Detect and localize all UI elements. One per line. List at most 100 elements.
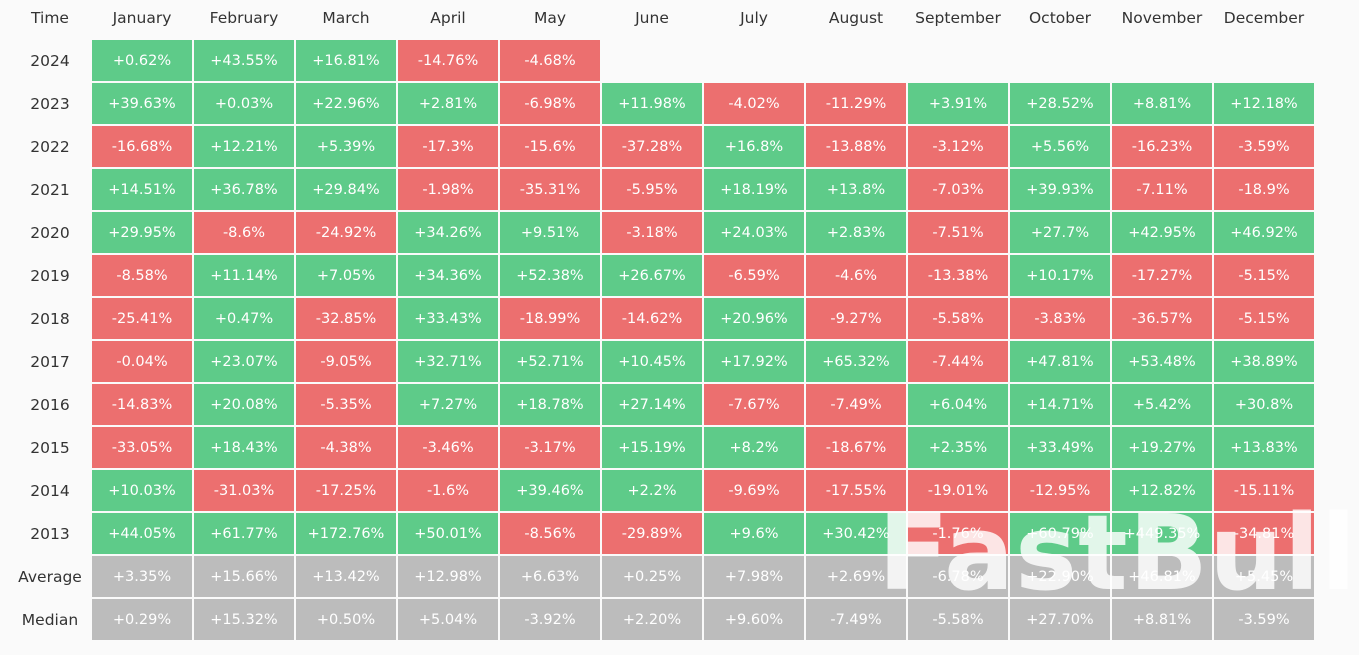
value-cell: -5.35%: [296, 384, 396, 425]
value-cell: +30.8%: [1214, 384, 1314, 425]
value-cell: +5.04%: [398, 599, 498, 640]
value-cell: -6.98%: [500, 83, 600, 124]
value-cell: +13.42%: [296, 556, 396, 597]
row-label: 2014: [30, 481, 70, 500]
value-cell: -8.56%: [500, 513, 600, 554]
value-cell: -7.67%: [704, 384, 804, 425]
value-cell: +11.14%: [194, 255, 294, 296]
value-cell: +10.03%: [92, 470, 192, 511]
value-cell: +34.36%: [398, 255, 498, 296]
value-cell: +47.81%: [1010, 341, 1110, 382]
value-cell: -34.81%: [1214, 513, 1314, 554]
value-cell: +52.38%: [500, 255, 600, 296]
value-cell: +2.2%: [602, 470, 702, 511]
value-cell: +6.63%: [500, 556, 600, 597]
value-cell: -11.29%: [806, 83, 906, 124]
value-cell: -9.69%: [704, 470, 804, 511]
value-cell: +17.92%: [704, 341, 804, 382]
value-cell: +2.81%: [398, 83, 498, 124]
header-cell: December: [1223, 8, 1305, 27]
value-cell: -4.68%: [500, 40, 600, 81]
value-cell: -7.03%: [908, 169, 1008, 210]
value-cell: -19.01%: [908, 470, 1008, 511]
value-cell: -5.58%: [908, 599, 1008, 640]
value-cell: -5.15%: [1214, 298, 1314, 339]
header-cell: June: [635, 8, 669, 27]
value-cell: +14.71%: [1010, 384, 1110, 425]
value-cell: +18.43%: [194, 427, 294, 468]
value-cell: -1.6%: [398, 470, 498, 511]
value-cell: +39.93%: [1010, 169, 1110, 210]
value-cell: +53.48%: [1112, 341, 1212, 382]
value-cell: +8.81%: [1112, 599, 1212, 640]
value-cell: -16.23%: [1112, 126, 1212, 167]
value-cell: -18.67%: [806, 427, 906, 468]
value-cell: +50.01%: [398, 513, 498, 554]
value-cell: -5.95%: [602, 169, 702, 210]
value-cell: +3.91%: [908, 83, 1008, 124]
header-cell: January: [112, 8, 172, 27]
header-cell: April: [430, 8, 466, 27]
value-cell: -14.62%: [602, 298, 702, 339]
value-cell: +15.66%: [194, 556, 294, 597]
value-cell: +27.70%: [1010, 599, 1110, 640]
value-cell: +61.77%: [194, 513, 294, 554]
value-cell: -7.44%: [908, 341, 1008, 382]
value-cell: +10.45%: [602, 341, 702, 382]
value-cell: -9.27%: [806, 298, 906, 339]
value-cell: -4.02%: [704, 83, 804, 124]
value-cell: +20.08%: [194, 384, 294, 425]
value-cell: +5.45%: [1214, 556, 1314, 597]
value-cell: +10.17%: [1010, 255, 1110, 296]
value-cell: -14.76%: [398, 40, 498, 81]
row-label: 2023: [30, 94, 70, 113]
row-label: Median: [21, 610, 79, 629]
value-cell: -7.51%: [908, 212, 1008, 253]
value-cell: +0.62%: [92, 40, 192, 81]
header-cell: May: [533, 8, 567, 27]
value-cell: +5.56%: [1010, 126, 1110, 167]
value-cell: +12.82%: [1112, 470, 1212, 511]
value-cell: +24.03%: [704, 212, 804, 253]
value-cell: -36.57%: [1112, 298, 1212, 339]
value-cell: +6.04%: [908, 384, 1008, 425]
value-cell: +33.43%: [398, 298, 498, 339]
value-cell: -1.76%: [908, 513, 1008, 554]
value-cell: +7.27%: [398, 384, 498, 425]
value-cell: -35.31%: [500, 169, 600, 210]
value-cell: -9.05%: [296, 341, 396, 382]
value-cell: +19.27%: [1112, 427, 1212, 468]
value-cell: +20.96%: [704, 298, 804, 339]
value-cell: +9.51%: [500, 212, 600, 253]
row-label: 2013: [30, 524, 70, 543]
value-cell: +0.50%: [296, 599, 396, 640]
value-cell: +46.92%: [1214, 212, 1314, 253]
value-cell: +12.98%: [398, 556, 498, 597]
value-cell: +2.20%: [602, 599, 702, 640]
value-cell: +26.67%: [602, 255, 702, 296]
value-cell: +13.83%: [1214, 427, 1314, 468]
value-cell: +15.19%: [602, 427, 702, 468]
value-cell: -8.6%: [194, 212, 294, 253]
value-cell: +42.95%: [1112, 212, 1212, 253]
value-cell: -37.28%: [602, 126, 702, 167]
value-cell: -33.05%: [92, 427, 192, 468]
value-cell: +32.71%: [398, 341, 498, 382]
value-cell: -15.11%: [1214, 470, 1314, 511]
value-cell: -3.12%: [908, 126, 1008, 167]
value-cell: -3.59%: [1214, 126, 1314, 167]
value-cell: -16.68%: [92, 126, 192, 167]
value-cell: +27.14%: [602, 384, 702, 425]
value-cell: +52.71%: [500, 341, 600, 382]
header-cell: September: [915, 8, 1001, 27]
value-cell: +2.69%: [806, 556, 906, 597]
header-cell: November: [1121, 8, 1203, 27]
value-cell: -18.99%: [500, 298, 600, 339]
value-cell: +36.78%: [194, 169, 294, 210]
value-cell: -1.98%: [398, 169, 498, 210]
value-cell: +7.05%: [296, 255, 396, 296]
value-cell: -31.03%: [194, 470, 294, 511]
value-cell: -17.3%: [398, 126, 498, 167]
value-cell: +8.81%: [1112, 83, 1212, 124]
